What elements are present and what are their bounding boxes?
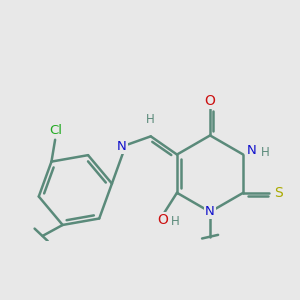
Text: Cl: Cl <box>49 124 62 137</box>
Text: S: S <box>274 186 283 200</box>
Text: H: H <box>261 146 269 159</box>
Text: O: O <box>157 213 168 227</box>
Text: N: N <box>117 140 127 153</box>
Text: N: N <box>205 206 215 218</box>
Text: O: O <box>205 94 215 108</box>
Text: H: H <box>146 113 154 126</box>
Text: H: H <box>171 215 179 228</box>
Text: N: N <box>246 144 256 158</box>
